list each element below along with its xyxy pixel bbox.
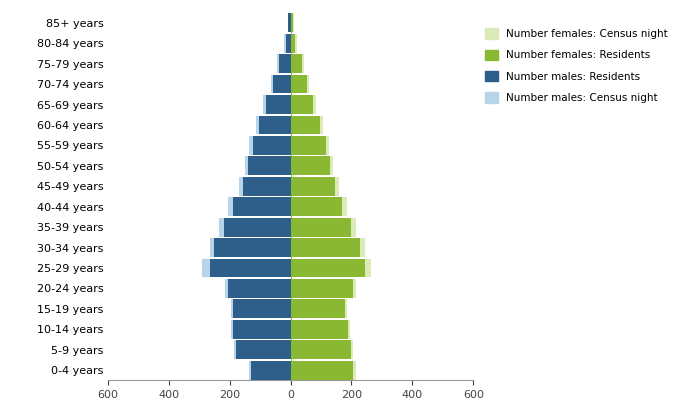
Bar <box>245 156 291 175</box>
Bar <box>291 218 356 237</box>
Bar <box>291 34 295 53</box>
Bar <box>285 34 291 53</box>
Bar <box>249 361 291 380</box>
Bar <box>291 13 293 32</box>
Bar <box>291 197 342 216</box>
Bar <box>291 95 313 114</box>
Bar <box>244 177 291 196</box>
Bar <box>291 238 360 257</box>
Bar <box>291 75 307 94</box>
Bar <box>291 361 356 380</box>
Bar <box>214 238 291 257</box>
Bar <box>235 340 291 359</box>
Bar <box>236 340 291 359</box>
Bar <box>263 95 291 114</box>
Bar <box>291 136 329 155</box>
Bar <box>291 115 322 134</box>
Bar <box>291 299 347 318</box>
Bar <box>232 197 291 216</box>
Bar <box>291 259 371 278</box>
Bar <box>225 279 291 298</box>
Bar <box>291 136 326 155</box>
Bar <box>231 320 291 339</box>
Bar <box>248 156 291 175</box>
Bar <box>288 13 291 32</box>
Bar <box>255 115 291 134</box>
Bar <box>203 259 291 278</box>
Bar <box>286 34 291 53</box>
Bar <box>277 54 291 73</box>
Bar <box>232 299 291 318</box>
Bar <box>291 218 351 237</box>
Bar <box>266 95 291 114</box>
Bar <box>223 218 291 237</box>
Bar <box>279 54 291 73</box>
Bar <box>291 177 335 196</box>
Bar <box>291 299 345 318</box>
Bar <box>291 279 353 298</box>
Bar <box>253 136 291 155</box>
Bar <box>291 279 356 298</box>
Bar <box>291 340 351 359</box>
Bar <box>291 340 353 359</box>
Bar <box>232 320 291 339</box>
Bar <box>291 177 340 196</box>
Bar <box>291 259 365 278</box>
Bar <box>259 115 291 134</box>
Bar <box>291 361 353 380</box>
Bar <box>291 54 304 73</box>
Bar <box>271 75 291 94</box>
Bar <box>291 238 365 257</box>
Legend: Number females: Census night, Number females: Residents, Number males: Residents: Number females: Census night, Number fem… <box>482 25 671 106</box>
Bar <box>239 177 291 196</box>
Bar <box>219 218 291 237</box>
Bar <box>291 320 348 339</box>
Bar <box>273 75 291 94</box>
Bar <box>251 361 291 380</box>
Bar <box>287 13 291 32</box>
Bar <box>291 197 347 216</box>
Bar <box>291 75 310 94</box>
Bar <box>291 320 350 339</box>
Bar <box>228 279 291 298</box>
Bar <box>231 299 291 318</box>
Bar <box>291 95 315 114</box>
Bar <box>210 238 291 257</box>
Bar <box>291 115 319 134</box>
Bar <box>291 34 296 53</box>
Bar <box>291 156 333 175</box>
Bar <box>210 259 291 278</box>
Bar <box>291 156 330 175</box>
Bar <box>228 197 291 216</box>
Bar <box>249 136 291 155</box>
Bar <box>291 13 294 32</box>
Bar <box>291 54 301 73</box>
